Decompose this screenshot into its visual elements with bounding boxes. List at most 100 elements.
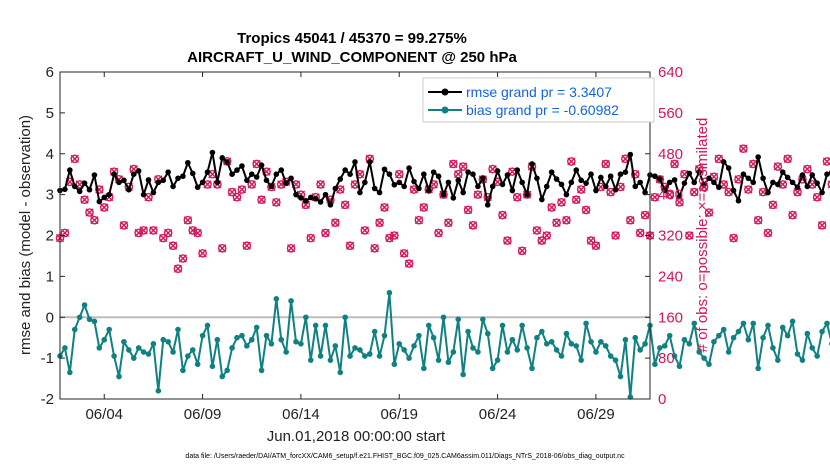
rmse-point bbox=[199, 179, 206, 186]
obs-possible-marker bbox=[404, 259, 414, 268]
obs-assimilated-marker bbox=[704, 208, 714, 217]
obs-assimilated-marker bbox=[409, 185, 419, 194]
obs-count-point bbox=[272, 197, 281, 207]
rmse-point bbox=[229, 171, 235, 177]
bias-point bbox=[111, 353, 117, 359]
obs-count-point bbox=[783, 154, 792, 164]
bias-point bbox=[155, 388, 162, 394]
bias-point bbox=[386, 289, 393, 296]
obs-possible-marker bbox=[80, 195, 89, 205]
bias-point bbox=[819, 328, 825, 335]
obs-count-point bbox=[217, 243, 227, 253]
obs-count-point bbox=[321, 228, 330, 238]
rmse-point bbox=[312, 195, 319, 202]
obs-count-point bbox=[552, 218, 561, 228]
bias-point bbox=[401, 347, 407, 353]
y-axis-label: rmse and bias (model - observation) bbox=[17, 115, 34, 355]
obs-assimilated-marker bbox=[581, 205, 591, 215]
rmse-point bbox=[819, 189, 825, 196]
obs-possible-marker bbox=[95, 185, 104, 194]
bias-point bbox=[62, 345, 68, 351]
obs-possible-marker bbox=[812, 192, 822, 202]
bias-point bbox=[91, 318, 98, 325]
rmse-point bbox=[765, 189, 771, 196]
bias-point bbox=[588, 338, 594, 345]
obs-possible-marker bbox=[547, 203, 556, 212]
obs-assimilated-marker bbox=[247, 180, 256, 189]
bias-point bbox=[784, 332, 791, 339]
rmse-point bbox=[406, 165, 412, 171]
obs-count-point bbox=[670, 159, 679, 169]
legend-box bbox=[422, 77, 655, 123]
obs-assimilated-marker bbox=[164, 228, 173, 238]
rmse-point bbox=[371, 185, 378, 192]
obs-assimilated-marker bbox=[316, 180, 325, 189]
bias-point bbox=[130, 355, 137, 361]
bias-point bbox=[322, 322, 329, 329]
bias-line bbox=[59, 291, 830, 398]
obs-assimilated-marker bbox=[90, 216, 99, 225]
obs-possible-marker bbox=[144, 192, 153, 202]
bias-point bbox=[411, 343, 417, 349]
bias-point bbox=[317, 353, 324, 359]
obs-assimilated-marker bbox=[577, 185, 586, 194]
obs-possible-marker bbox=[498, 210, 507, 220]
rmse-point bbox=[317, 199, 324, 205]
rmse-point bbox=[740, 171, 747, 177]
obs-possible-marker bbox=[635, 228, 645, 238]
obs-possible-marker bbox=[444, 218, 453, 228]
obs-assimilated-marker bbox=[390, 231, 399, 240]
obs-count-point bbox=[444, 218, 453, 228]
rmse-point bbox=[465, 169, 471, 175]
rmse-point bbox=[598, 174, 604, 181]
obs-count-point bbox=[591, 241, 601, 251]
bias-point bbox=[514, 347, 521, 353]
rmse-point bbox=[376, 189, 383, 196]
obs-assimilated-marker bbox=[626, 216, 635, 225]
rmse-point bbox=[421, 171, 427, 177]
obs-assimilated-marker bbox=[370, 244, 379, 253]
obs-possible-marker bbox=[345, 241, 355, 251]
obs-count-point bbox=[512, 192, 522, 202]
rmse-point bbox=[681, 180, 688, 186]
obs-count-point bbox=[503, 236, 512, 245]
bias-point bbox=[347, 353, 353, 359]
obs-count-point bbox=[581, 205, 591, 215]
bias-point bbox=[96, 345, 103, 351]
obs-assimilated-marker bbox=[758, 187, 768, 197]
rmse-point bbox=[617, 171, 624, 177]
bias-point bbox=[450, 349, 457, 355]
rmse-point bbox=[671, 177, 678, 183]
obs-assimilated-marker bbox=[306, 233, 315, 243]
obs-assimilated-marker bbox=[754, 216, 763, 225]
obs-assimilated-marker bbox=[685, 231, 694, 240]
bias-point bbox=[499, 322, 506, 329]
obs-assimilated-marker bbox=[468, 221, 478, 230]
rmse-point bbox=[293, 191, 299, 198]
obs-possible-marker bbox=[139, 226, 148, 235]
obs-possible-marker bbox=[134, 228, 143, 238]
x-tick-label: 06/04 bbox=[85, 406, 123, 423]
obs-count-point bbox=[380, 203, 389, 212]
obs-count-point bbox=[650, 192, 660, 202]
obs-assimilated-marker bbox=[80, 195, 89, 204]
obs-count-point bbox=[434, 228, 443, 238]
rmse-point bbox=[824, 171, 830, 177]
obs-possible-marker bbox=[768, 200, 778, 210]
x-tick-label: 06/09 bbox=[184, 406, 222, 423]
obs-count-point bbox=[463, 205, 473, 215]
rmse-point bbox=[362, 179, 368, 186]
legend-rmse-label: rmse grand pr = 3.3407 bbox=[466, 84, 612, 100]
rmse-point bbox=[91, 172, 98, 178]
obs-count-point bbox=[458, 162, 468, 171]
rmse-point bbox=[470, 171, 476, 177]
obs-count-point bbox=[149, 226, 158, 235]
rmse-point bbox=[514, 167, 521, 173]
obs-assimilated-marker bbox=[611, 231, 620, 240]
rmse-point bbox=[460, 189, 466, 196]
rmse-point bbox=[209, 149, 216, 156]
rmse-point bbox=[322, 191, 329, 198]
rmse-point bbox=[180, 173, 186, 180]
obs-assimilated-marker bbox=[341, 200, 350, 209]
obs-possible-marker bbox=[567, 157, 576, 166]
